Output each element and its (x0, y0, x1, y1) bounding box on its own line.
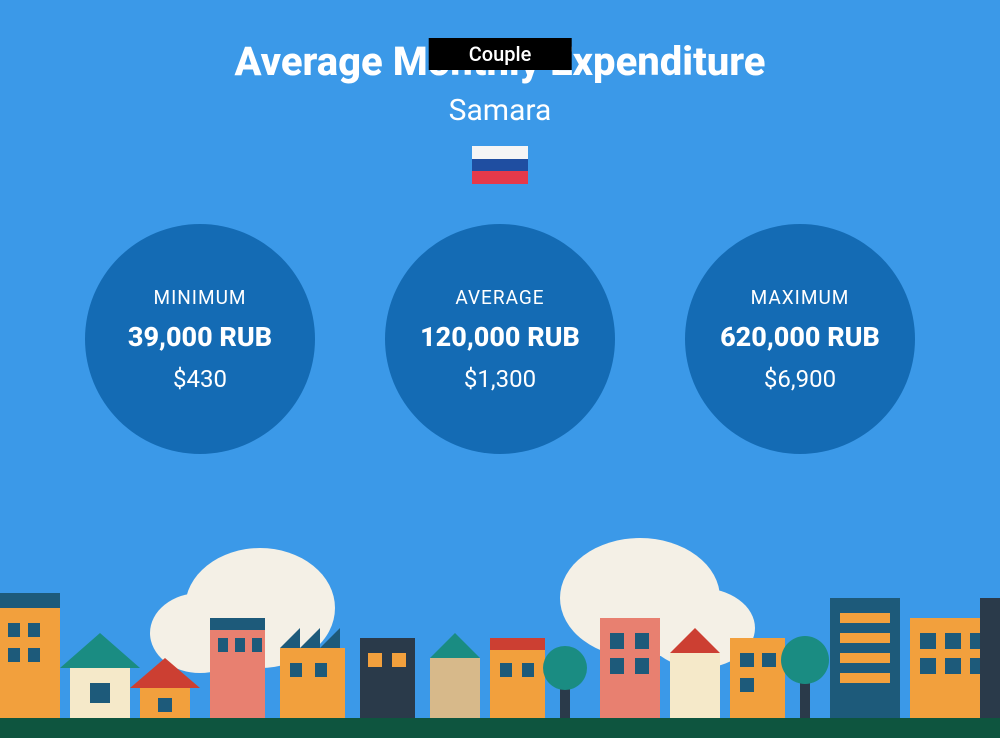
stat-value: 620,000 RUB (720, 321, 880, 353)
stat-value: 39,000 RUB (128, 321, 272, 353)
stat-label: MAXIMUM (751, 286, 850, 309)
country-flag (472, 146, 528, 184)
skyline-illustration (0, 538, 1000, 738)
stat-usd: $1,300 (464, 365, 536, 393)
stat-minimum: MINIMUM 39,000 RUB $430 (85, 224, 315, 454)
flag-stripe-0 (472, 146, 528, 159)
city-name: Samara (0, 93, 1000, 128)
stat-usd: $430 (173, 365, 227, 393)
stat-maximum: MAXIMUM 620,000 RUB $6,900 (685, 224, 915, 454)
stat-label: MINIMUM (154, 286, 247, 309)
stat-value: 120,000 RUB (420, 321, 580, 353)
stat-label: AVERAGE (455, 286, 544, 309)
demographic-badge: Couple (429, 38, 572, 70)
stat-usd: $6,900 (764, 365, 836, 393)
flag-stripe-2 (472, 171, 528, 184)
stat-average: AVERAGE 120,000 RUB $1,300 (385, 224, 615, 454)
stats-row: MINIMUM 39,000 RUB $430 AVERAGE 120,000 … (0, 224, 1000, 454)
flag-stripe-1 (472, 159, 528, 172)
